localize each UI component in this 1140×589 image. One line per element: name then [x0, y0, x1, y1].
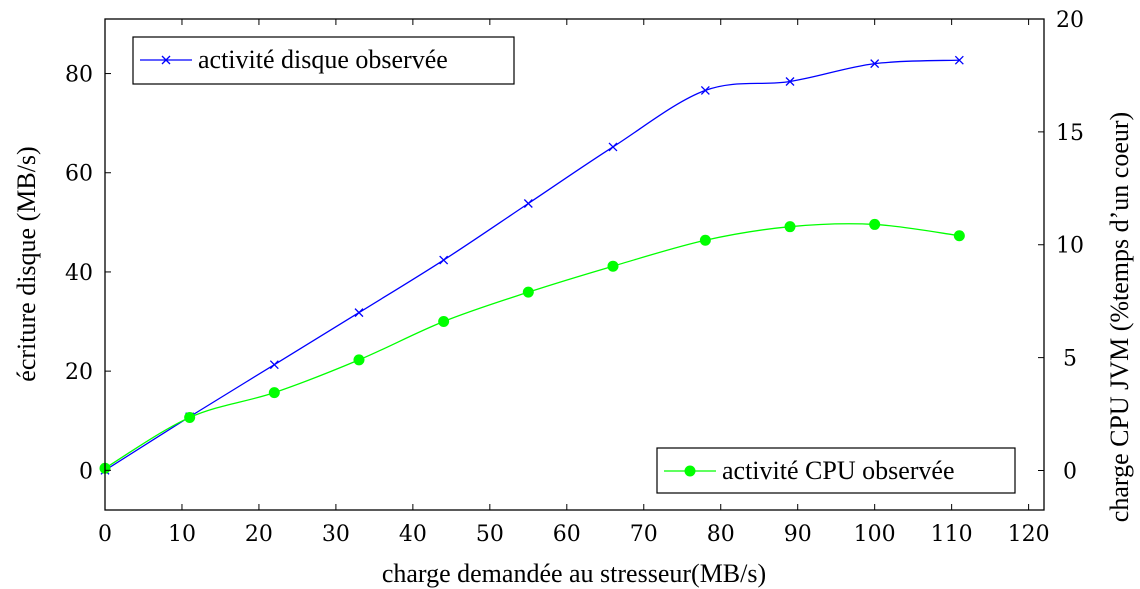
- legend-disk: activité disque observée: [132, 36, 515, 85]
- data-point-stroke: [269, 360, 279, 370]
- y-right-tick-label: 20: [1056, 8, 1084, 33]
- data-point-disk: [523, 199, 533, 208]
- plot-frame: [104, 18, 1045, 511]
- legend-cpu-box: [656, 447, 1016, 494]
- y-axis-left-title: écriture disque (MB/s): [12, 146, 41, 381]
- x-tick-label: 30: [322, 522, 350, 547]
- data-point-disk: [269, 360, 279, 370]
- data-point-cpu: [438, 316, 450, 328]
- data-point-cpu: [353, 354, 365, 366]
- data-point-stroke: [870, 59, 880, 69]
- x-axis-title: charge demandée au stresseur(MB/s): [382, 559, 766, 588]
- x-tick-label: 60: [553, 522, 581, 547]
- data-point-cpu: [268, 387, 280, 399]
- y-right-tick-label: 10: [1056, 234, 1084, 259]
- data-point-stroke: [523, 199, 533, 208]
- data-point-stroke: [439, 255, 449, 265]
- data-point-disk: [439, 255, 449, 265]
- x-tick-label: 10: [168, 522, 196, 547]
- y-axis-right-title: charge CPU JVM (%temps d’un coeur): [1105, 112, 1134, 522]
- y-left-tick-label: 40: [65, 261, 93, 286]
- legend-cpu: activité CPU observée: [656, 447, 1016, 494]
- data-point-cpu: [953, 230, 965, 242]
- data-point-disk: [608, 142, 618, 152]
- data-point-stroke: [354, 308, 364, 318]
- x-tick-label: 20: [245, 522, 273, 547]
- legend-disk-label: activité disque observée: [198, 45, 448, 74]
- data-point-stroke: [954, 55, 964, 65]
- x-tick-label: 40: [399, 522, 427, 547]
- data-point-disk: [700, 85, 710, 95]
- axis-ticks: 0 10 20 30 40 50 60 70 80 90 100 110 120 0 20 40 60 80 0 5 1…: [65, 8, 1084, 547]
- legend-cpu-label: activité CPU observée: [722, 456, 955, 485]
- data-point-cpu: [699, 234, 711, 246]
- data-point-disk: [954, 55, 964, 65]
- y-left-tick-label: 80: [65, 63, 93, 88]
- y-left-tick-label: 0: [79, 459, 93, 484]
- x-tick-label: 90: [784, 522, 812, 547]
- x-tick-label: 70: [630, 522, 658, 547]
- y-left-tick-label: 20: [65, 360, 93, 385]
- x-tick-label: 120: [1008, 522, 1050, 547]
- x-tick-label: 80: [707, 522, 735, 547]
- x-tick-label: 0: [98, 522, 112, 547]
- data-point-stroke: [700, 85, 710, 95]
- x-tick-label: 110: [931, 522, 973, 547]
- legend-disk-marker: [161, 55, 171, 65]
- data-point-cpu: [184, 411, 196, 423]
- data-point-disk: [785, 77, 795, 86]
- data-point-cpu: [522, 286, 534, 298]
- data-point-cpu: [607, 260, 619, 272]
- y-right-tick-label: 0: [1063, 459, 1077, 484]
- series-line-cpu: [104, 223, 960, 469]
- data-point-stroke: [785, 77, 795, 86]
- y-right-tick-label: 5: [1063, 347, 1077, 372]
- data-point-cpu: [869, 218, 881, 230]
- data-point-disk: [354, 308, 364, 318]
- data-point-disk: [870, 59, 880, 69]
- y-right-tick-label: 15: [1056, 121, 1084, 146]
- data-point-stroke: [608, 142, 618, 152]
- data-point-cpu: [784, 221, 796, 233]
- y-left-tick-label: 60: [65, 162, 93, 187]
- x-tick-label: 100: [854, 522, 896, 547]
- series-line-disk: [104, 59, 960, 471]
- legend-disk-box: [132, 36, 515, 85]
- legend-cpu-marker: [684, 465, 696, 477]
- x-tick-label: 50: [476, 522, 504, 547]
- plot-area: [99, 55, 965, 475]
